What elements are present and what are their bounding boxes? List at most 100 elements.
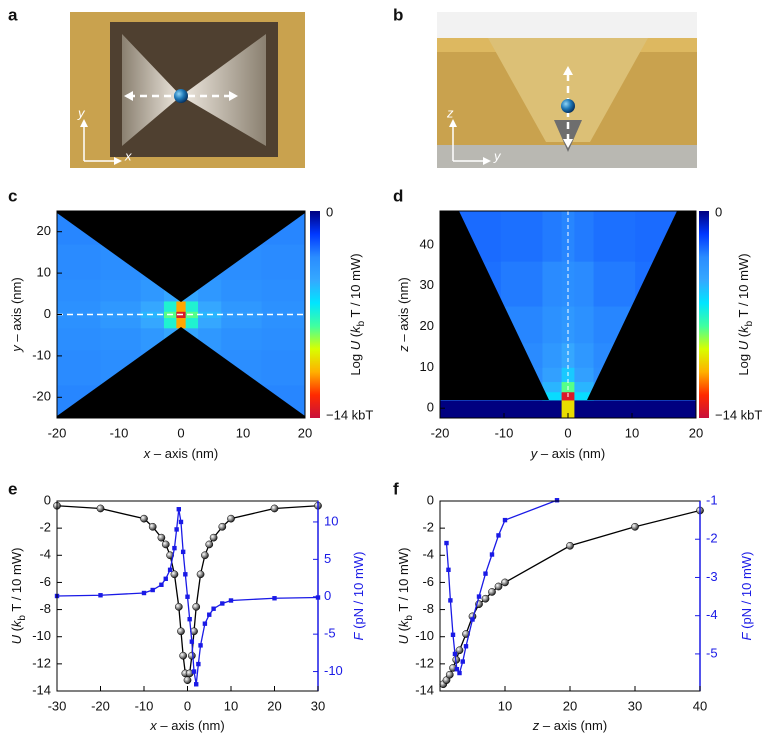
y-axis-label: U (kb T / 10 mW) bbox=[396, 548, 414, 645]
heat-cell bbox=[261, 279, 306, 302]
point bbox=[188, 651, 196, 660]
illustration-b bbox=[437, 12, 697, 168]
y-tick-label: -6 bbox=[422, 574, 434, 589]
point bbox=[174, 527, 179, 532]
label-part: – axis (nm) bbox=[150, 446, 218, 461]
label-part: y bbox=[530, 446, 539, 461]
heat-cell bbox=[561, 211, 575, 262]
y-tick-label: -10 bbox=[32, 628, 51, 643]
axis-label: x bbox=[124, 148, 132, 163]
heat-cell bbox=[57, 349, 101, 386]
heat-cell bbox=[163, 301, 177, 312]
y2-tick-label: -5 bbox=[706, 645, 718, 660]
point bbox=[494, 582, 503, 591]
axis-label: y bbox=[493, 148, 502, 163]
y-tick-label: -4 bbox=[422, 547, 434, 562]
heat-cell bbox=[57, 317, 101, 329]
x-tick-label: -30 bbox=[48, 698, 67, 713]
gold-film-overlay bbox=[57, 211, 696, 418]
x-tick-label: 10 bbox=[236, 425, 250, 440]
heat-cell bbox=[140, 317, 165, 329]
point bbox=[180, 549, 186, 555]
y2-axis-label: F (pN / 10 mW) bbox=[351, 552, 366, 641]
y-tick-label: -8 bbox=[39, 601, 51, 616]
heat-cell bbox=[500, 211, 543, 262]
point bbox=[455, 646, 464, 655]
y-axis-label: y – axis (nm) bbox=[9, 277, 24, 352]
label-part: F bbox=[739, 631, 754, 640]
colorbar-tick-label: −14 kbT bbox=[715, 407, 762, 422]
label-part: ( bbox=[396, 626, 411, 635]
point bbox=[192, 603, 201, 611]
x-tick-label: -20 bbox=[91, 698, 110, 713]
y-tick-label: 20 bbox=[37, 223, 51, 238]
heat-cell bbox=[261, 301, 306, 312]
panel-label: b bbox=[393, 5, 403, 24]
label-part: Log bbox=[736, 350, 751, 375]
heat-cell bbox=[221, 327, 262, 351]
point bbox=[483, 571, 488, 576]
label-part: x bbox=[143, 446, 151, 461]
x-tick-label: -10 bbox=[110, 425, 129, 440]
heat-cell bbox=[176, 301, 187, 312]
x-tick-label: 10 bbox=[498, 698, 512, 713]
point bbox=[446, 567, 451, 573]
heat-cell bbox=[574, 391, 594, 401]
colorbar bbox=[310, 211, 320, 418]
heat-cell bbox=[57, 279, 101, 302]
point bbox=[211, 606, 216, 611]
point bbox=[141, 590, 147, 596]
heat-cell bbox=[542, 211, 562, 262]
heat-cell bbox=[261, 327, 306, 351]
label-part: b bbox=[356, 320, 367, 326]
y-axis-label: U (kb T / 10 mW) bbox=[9, 548, 27, 645]
colorbar-tick-label: 0 bbox=[326, 204, 333, 219]
x-tick-label: -20 bbox=[48, 425, 67, 440]
point bbox=[218, 522, 227, 531]
point bbox=[452, 651, 458, 657]
point bbox=[178, 519, 184, 525]
y-tick-label: 20 bbox=[420, 318, 434, 333]
label-part: x bbox=[149, 718, 157, 733]
x-tick-label: 20 bbox=[298, 425, 312, 440]
x-tick-label: 40 bbox=[693, 698, 707, 713]
point bbox=[454, 667, 460, 672]
y-tick-label: 10 bbox=[420, 359, 434, 374]
label-part: z bbox=[396, 345, 411, 353]
label-part: U bbox=[736, 340, 751, 350]
heat-cell bbox=[542, 381, 562, 393]
y2-tick-label: 5 bbox=[324, 551, 331, 566]
point bbox=[489, 552, 495, 557]
point bbox=[98, 593, 103, 598]
point bbox=[172, 545, 177, 551]
x-tick-label: 0 bbox=[184, 698, 191, 713]
heat-cell bbox=[593, 400, 636, 419]
point bbox=[174, 603, 183, 611]
point bbox=[228, 598, 234, 603]
heat-cell bbox=[100, 317, 142, 329]
y-axis-label: z – axis (nm) bbox=[396, 277, 411, 352]
panel-label: a bbox=[8, 5, 18, 24]
y-tick-label: -10 bbox=[415, 628, 434, 643]
point bbox=[450, 632, 456, 638]
point bbox=[189, 639, 195, 644]
heat-cell bbox=[198, 301, 222, 312]
point bbox=[140, 514, 148, 523]
heat-cell bbox=[185, 301, 199, 312]
x-tick-label: 20 bbox=[689, 425, 703, 440]
heat-cell bbox=[198, 317, 222, 329]
x-tick-label: -10 bbox=[135, 698, 154, 713]
x-tick-label: 10 bbox=[224, 698, 238, 713]
heat-cell bbox=[57, 244, 101, 280]
point bbox=[148, 522, 157, 531]
heat-cell bbox=[100, 279, 142, 302]
heat-cell bbox=[574, 342, 594, 368]
heat-cell bbox=[57, 301, 101, 312]
point bbox=[448, 598, 453, 603]
y-tick-label: -10 bbox=[32, 347, 51, 362]
heat-cell bbox=[574, 400, 594, 419]
point bbox=[185, 594, 190, 599]
point bbox=[157, 533, 166, 542]
point bbox=[177, 627, 185, 636]
